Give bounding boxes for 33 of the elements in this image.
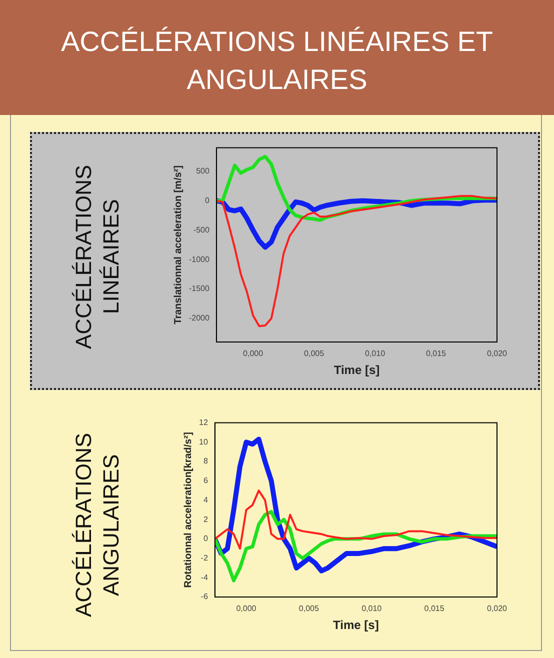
x-axis-title: Time [s]: [334, 363, 380, 378]
y-tick-label: -1500: [188, 284, 210, 294]
x-tick-label: 0,000: [236, 604, 257, 614]
text: ACCÉLÉRATIONS LINÉAIRES: [70, 164, 124, 352]
y-tick-label: -2000: [188, 314, 210, 323]
x-tick-label: 0,020: [486, 604, 508, 614]
text: ACCÉLÉRATIONS ANGULAIRES: [70, 432, 124, 620]
y-axis-title: Translationnal acceleration [m/s²]: [172, 165, 184, 324]
text: ACCÉLÉRATIONS LINÉAIRES ET ANGULAIRES: [60, 24, 494, 96]
x-tick-label: 0,005: [298, 604, 320, 614]
y-tick-label: 8: [203, 456, 208, 466]
y-tick-label: 500: [196, 166, 210, 176]
x-tick-label: 0,020: [486, 349, 508, 358]
x-tick-label: 0,015: [424, 604, 445, 614]
y-tick-label: 12: [198, 418, 208, 428]
x-tick-label: 0,010: [365, 349, 386, 358]
y-tick-label: 10: [198, 437, 208, 446]
x-axis-title: Time [s]: [333, 618, 379, 632]
x-tick-label: 0,015: [426, 349, 447, 358]
y-tick-label: -2: [200, 553, 208, 562]
x-tick-label: 0,000: [243, 349, 264, 358]
y-tick-label: -1000: [188, 254, 210, 264]
y-tick-label: -4: [200, 572, 208, 582]
y-tick-label: 0: [205, 196, 210, 205]
y-tick-label: -6: [200, 592, 208, 602]
y-tick-label: -500: [193, 225, 210, 234]
y-tick-label: 4: [203, 495, 208, 504]
x-tick-label: 0,005: [304, 349, 325, 358]
x-tick-label: 0,010: [362, 604, 382, 614]
y-tick-label: 2: [203, 514, 208, 524]
y-axis-title: Rotationnal acceleration[krad/s²]: [182, 432, 194, 588]
y-tick-label: 0: [203, 534, 208, 544]
y-tick-label: 6: [203, 476, 208, 486]
